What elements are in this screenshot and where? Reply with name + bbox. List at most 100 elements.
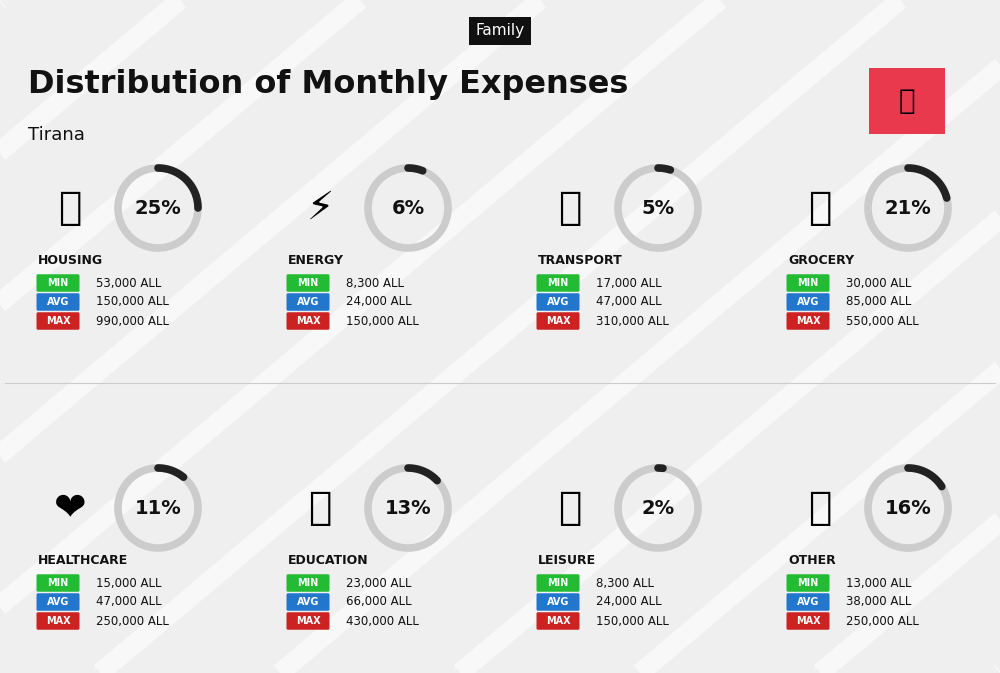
Text: AVG: AVG bbox=[47, 597, 69, 607]
FancyBboxPatch shape bbox=[786, 594, 830, 611]
Text: 🏙: 🏙 bbox=[58, 189, 82, 227]
FancyBboxPatch shape bbox=[536, 612, 580, 630]
Text: 24,000 ALL: 24,000 ALL bbox=[346, 295, 412, 308]
Text: 16%: 16% bbox=[885, 499, 931, 518]
FancyBboxPatch shape bbox=[36, 574, 80, 592]
Text: 310,000 ALL: 310,000 ALL bbox=[596, 314, 669, 328]
Text: MIN: MIN bbox=[797, 278, 819, 288]
FancyBboxPatch shape bbox=[786, 293, 830, 311]
Text: AVG: AVG bbox=[297, 297, 319, 307]
Text: 85,000 ALL: 85,000 ALL bbox=[846, 295, 911, 308]
Text: 430,000 ALL: 430,000 ALL bbox=[346, 614, 419, 627]
Text: 2%: 2% bbox=[641, 499, 675, 518]
Text: EDUCATION: EDUCATION bbox=[288, 555, 369, 567]
FancyBboxPatch shape bbox=[287, 275, 330, 292]
Text: 13,000 ALL: 13,000 ALL bbox=[846, 577, 911, 590]
Text: GROCERY: GROCERY bbox=[788, 254, 854, 267]
Text: 15,000 ALL: 15,000 ALL bbox=[96, 577, 162, 590]
Text: MIN: MIN bbox=[47, 278, 69, 288]
FancyBboxPatch shape bbox=[287, 594, 330, 611]
Text: 11%: 11% bbox=[135, 499, 181, 518]
FancyBboxPatch shape bbox=[36, 275, 80, 292]
Text: TRANSPORT: TRANSPORT bbox=[538, 254, 623, 267]
Text: AVG: AVG bbox=[47, 297, 69, 307]
FancyBboxPatch shape bbox=[869, 68, 945, 134]
FancyBboxPatch shape bbox=[786, 275, 830, 292]
Text: MAX: MAX bbox=[296, 616, 320, 626]
FancyBboxPatch shape bbox=[786, 574, 830, 592]
Text: AVG: AVG bbox=[547, 597, 569, 607]
Text: LEISURE: LEISURE bbox=[538, 555, 596, 567]
Text: MIN: MIN bbox=[47, 578, 69, 588]
Text: ❤: ❤ bbox=[54, 489, 86, 527]
Text: Tirana: Tirana bbox=[28, 126, 85, 144]
Text: MIN: MIN bbox=[547, 278, 569, 288]
FancyBboxPatch shape bbox=[36, 293, 80, 311]
Text: 8,300 ALL: 8,300 ALL bbox=[346, 277, 404, 289]
Text: 30,000 ALL: 30,000 ALL bbox=[846, 277, 911, 289]
FancyBboxPatch shape bbox=[536, 594, 580, 611]
FancyBboxPatch shape bbox=[536, 312, 580, 330]
Text: 17,000 ALL: 17,000 ALL bbox=[596, 277, 662, 289]
Text: AVG: AVG bbox=[797, 297, 819, 307]
Text: MAX: MAX bbox=[796, 616, 820, 626]
Text: Distribution of Monthly Expenses: Distribution of Monthly Expenses bbox=[28, 69, 628, 100]
Text: MIN: MIN bbox=[797, 578, 819, 588]
Text: 🎓: 🎓 bbox=[308, 489, 332, 527]
Text: AVG: AVG bbox=[297, 597, 319, 607]
Text: 990,000 ALL: 990,000 ALL bbox=[96, 314, 169, 328]
Text: 🚌: 🚌 bbox=[558, 189, 582, 227]
FancyBboxPatch shape bbox=[786, 312, 830, 330]
FancyBboxPatch shape bbox=[287, 312, 330, 330]
Text: 47,000 ALL: 47,000 ALL bbox=[96, 596, 162, 608]
Text: MIN: MIN bbox=[297, 278, 319, 288]
Text: ⚡: ⚡ bbox=[306, 189, 334, 227]
Text: MIN: MIN bbox=[297, 578, 319, 588]
FancyBboxPatch shape bbox=[536, 574, 580, 592]
Text: 21%: 21% bbox=[885, 199, 931, 217]
Text: 5%: 5% bbox=[641, 199, 675, 217]
Text: 38,000 ALL: 38,000 ALL bbox=[846, 596, 911, 608]
Text: HOUSING: HOUSING bbox=[38, 254, 103, 267]
FancyBboxPatch shape bbox=[786, 612, 830, 630]
Text: 150,000 ALL: 150,000 ALL bbox=[346, 314, 419, 328]
Text: MAX: MAX bbox=[546, 616, 570, 626]
Text: 250,000 ALL: 250,000 ALL bbox=[96, 614, 169, 627]
Text: AVG: AVG bbox=[547, 297, 569, 307]
FancyBboxPatch shape bbox=[36, 612, 80, 630]
Text: ENERGY: ENERGY bbox=[288, 254, 344, 267]
Text: 💛: 💛 bbox=[808, 489, 832, 527]
Text: 🛍: 🛍 bbox=[558, 489, 582, 527]
Text: MAX: MAX bbox=[796, 316, 820, 326]
Text: MAX: MAX bbox=[546, 316, 570, 326]
Text: MAX: MAX bbox=[296, 316, 320, 326]
Text: 6%: 6% bbox=[391, 199, 425, 217]
Text: OTHER: OTHER bbox=[788, 555, 836, 567]
Text: 🛒: 🛒 bbox=[808, 189, 832, 227]
FancyBboxPatch shape bbox=[287, 612, 330, 630]
FancyBboxPatch shape bbox=[536, 275, 580, 292]
Text: 66,000 ALL: 66,000 ALL bbox=[346, 596, 412, 608]
Text: 53,000 ALL: 53,000 ALL bbox=[96, 277, 161, 289]
Text: MAX: MAX bbox=[46, 616, 70, 626]
FancyBboxPatch shape bbox=[36, 312, 80, 330]
Text: 150,000 ALL: 150,000 ALL bbox=[596, 614, 669, 627]
Text: MAX: MAX bbox=[46, 316, 70, 326]
FancyBboxPatch shape bbox=[287, 293, 330, 311]
Text: 47,000 ALL: 47,000 ALL bbox=[596, 295, 662, 308]
Text: 150,000 ALL: 150,000 ALL bbox=[96, 295, 169, 308]
Text: 550,000 ALL: 550,000 ALL bbox=[846, 314, 919, 328]
Text: 8,300 ALL: 8,300 ALL bbox=[596, 577, 654, 590]
Text: Family: Family bbox=[475, 24, 525, 38]
Text: 25%: 25% bbox=[135, 199, 181, 217]
Text: 250,000 ALL: 250,000 ALL bbox=[846, 614, 919, 627]
Text: 23,000 ALL: 23,000 ALL bbox=[346, 577, 412, 590]
Text: MIN: MIN bbox=[547, 578, 569, 588]
Text: 24,000 ALL: 24,000 ALL bbox=[596, 596, 662, 608]
FancyBboxPatch shape bbox=[536, 293, 580, 311]
Text: AVG: AVG bbox=[797, 597, 819, 607]
Text: 🦅: 🦅 bbox=[899, 87, 915, 115]
FancyBboxPatch shape bbox=[287, 574, 330, 592]
FancyBboxPatch shape bbox=[36, 594, 80, 611]
Text: 13%: 13% bbox=[385, 499, 431, 518]
